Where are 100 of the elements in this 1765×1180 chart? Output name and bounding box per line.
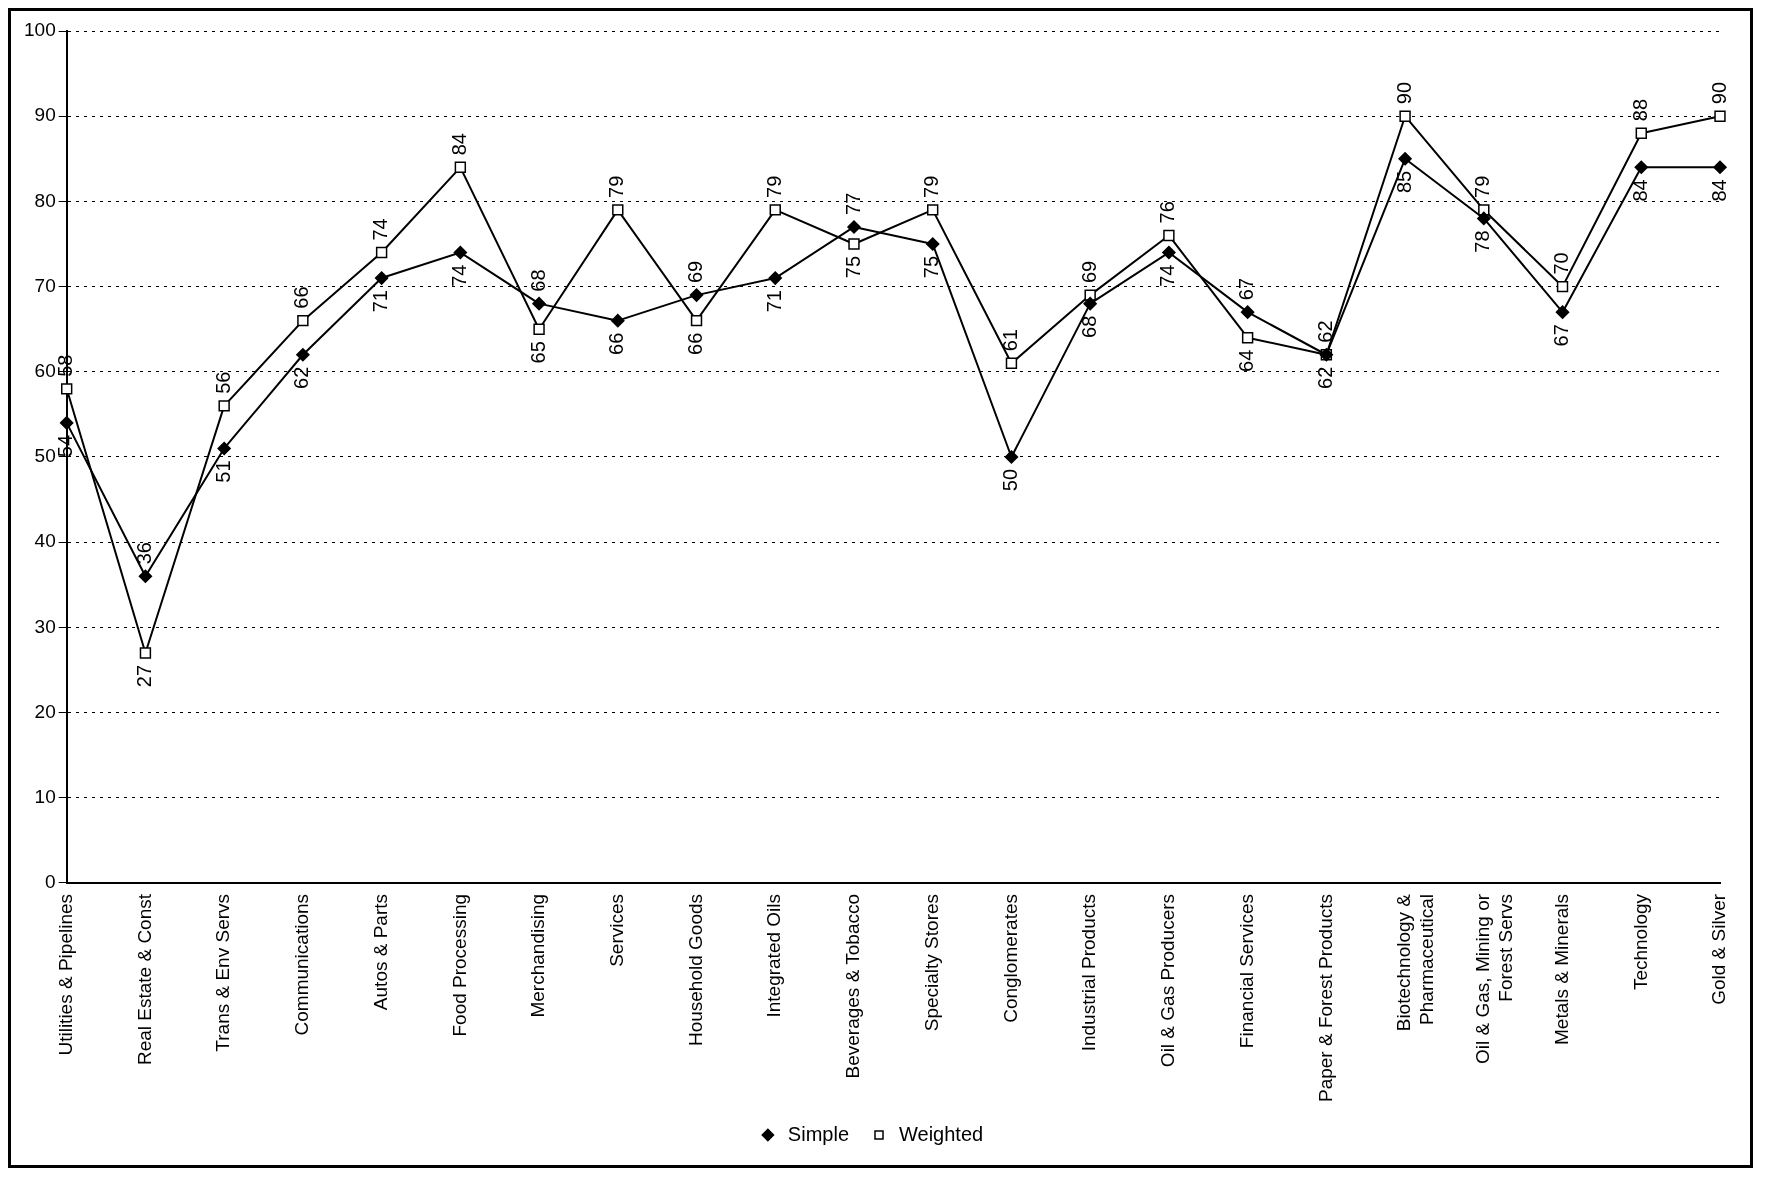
point (769, 204, 781, 216)
data-label: 70 (1550, 252, 1573, 275)
data-label: 75 (841, 255, 864, 279)
data-label: 84 (1707, 179, 1730, 202)
point (848, 238, 860, 250)
data-label: 62 (290, 366, 313, 389)
x-tick-label: Household Goods (684, 893, 706, 1047)
data-label: 66 (605, 332, 628, 355)
point (1399, 110, 1411, 122)
point (454, 161, 467, 174)
data-label: 79 (920, 175, 943, 198)
data-label: 62 (1313, 366, 1336, 389)
data-label: 84 (447, 133, 470, 156)
y-tick-label: 90 (34, 104, 56, 126)
data-label: 79 (762, 175, 785, 198)
y-tick-label: 60 (34, 360, 56, 382)
x-tick-label: Biotechnology & Pharmaceutical (1393, 893, 1438, 1032)
point (1398, 152, 1412, 166)
x-tick-label: Beverages & Tobacco (842, 893, 864, 1079)
point (1556, 280, 1569, 293)
y-tick-label: 80 (34, 189, 56, 211)
y-tick-label: 100 (24, 19, 56, 41)
x-tick-label: Food Processing (448, 893, 470, 1037)
x-tick-label: Specialty Stores (920, 893, 942, 1032)
data-label: 90 (1707, 81, 1730, 105)
point (1713, 160, 1727, 175)
point (138, 569, 153, 584)
point (689, 288, 704, 302)
x-tick-label: Integrated Oils (763, 893, 785, 1018)
data-label: 64 (1235, 349, 1258, 372)
y-tick-label: 70 (34, 274, 56, 296)
y-tick-label: 40 (34, 530, 56, 552)
data-label: 69 (1077, 260, 1100, 284)
point (927, 204, 939, 216)
data-label: 71 (369, 290, 392, 313)
data-label: 77 (841, 192, 864, 215)
x-tick-label: Financial Services (1235, 893, 1257, 1049)
x-tick-label: Services (606, 893, 628, 967)
point (1240, 305, 1255, 319)
y-tick-label: 50 (34, 445, 56, 467)
x-tick-label: Oil & Gas, Mining or Forest Servs (1472, 893, 1516, 1064)
point (925, 237, 940, 251)
point (1635, 127, 1647, 139)
data-label: 90 (1392, 81, 1415, 105)
y-tick-label: 20 (34, 700, 56, 722)
data-label: 51 (211, 460, 234, 483)
data-label: 65 (526, 341, 549, 364)
x-tick-label: Conglomerates (999, 893, 1021, 1023)
point (611, 313, 625, 328)
point (1634, 160, 1649, 175)
x-tick-label: Paper & Forest Products (1314, 893, 1336, 1103)
point (690, 314, 703, 327)
data-label: 27 (132, 664, 155, 688)
point (217, 441, 231, 456)
y-tick-label: 10 (34, 786, 56, 807)
data-label: 79 (1471, 175, 1494, 198)
data-label: 68 (526, 269, 549, 292)
data-label: 88 (1628, 98, 1651, 122)
data-label: 74 (1156, 264, 1179, 287)
point (1083, 296, 1097, 311)
x-tick-label: Gold & Silver (1708, 893, 1730, 1005)
data-label: 78 (1471, 230, 1494, 253)
point (218, 400, 230, 412)
point (1005, 357, 1018, 369)
point (297, 314, 309, 327)
x-tick-label: Metals & Minerals (1550, 893, 1572, 1045)
point (532, 296, 546, 311)
point (374, 271, 389, 285)
point (453, 245, 468, 260)
point (847, 220, 861, 234)
data-label: 75 (920, 255, 943, 279)
data-label: 67 (1550, 324, 1573, 347)
point (1241, 332, 1254, 344)
point (1162, 245, 1176, 260)
data-label: 66 (684, 332, 707, 355)
point (375, 246, 388, 259)
x-tick-label: Merchandising (527, 893, 549, 1018)
data-label: 69 (684, 260, 707, 284)
x-tick-label: Trans & Env Servs (212, 893, 234, 1052)
data-label: 84 (1628, 179, 1651, 202)
x-tick-label: Oil & Gas Producers (1157, 893, 1179, 1068)
point (61, 383, 73, 395)
x-tick-label: Utilities & Pipelines (54, 893, 76, 1056)
data-label: 67 (1235, 277, 1258, 301)
x-tick-label: Technology (1629, 893, 1651, 991)
data-label: 71 (762, 290, 785, 313)
x-tick-label: Real Estate & Const (133, 893, 155, 1066)
point (139, 647, 152, 659)
point (1477, 211, 1491, 226)
data-label: 74 (447, 264, 470, 287)
x-tick-label: Communications (291, 893, 313, 1036)
legend-label: Weighted (899, 1122, 984, 1145)
point (59, 416, 74, 430)
point (296, 348, 310, 362)
point (1714, 110, 1726, 122)
point (1004, 450, 1019, 464)
data-label: 56 (211, 371, 234, 394)
y-tick-label: 0 (45, 871, 56, 893)
legend-label: Simple (787, 1122, 850, 1145)
data-label: 50 (998, 468, 1021, 492)
